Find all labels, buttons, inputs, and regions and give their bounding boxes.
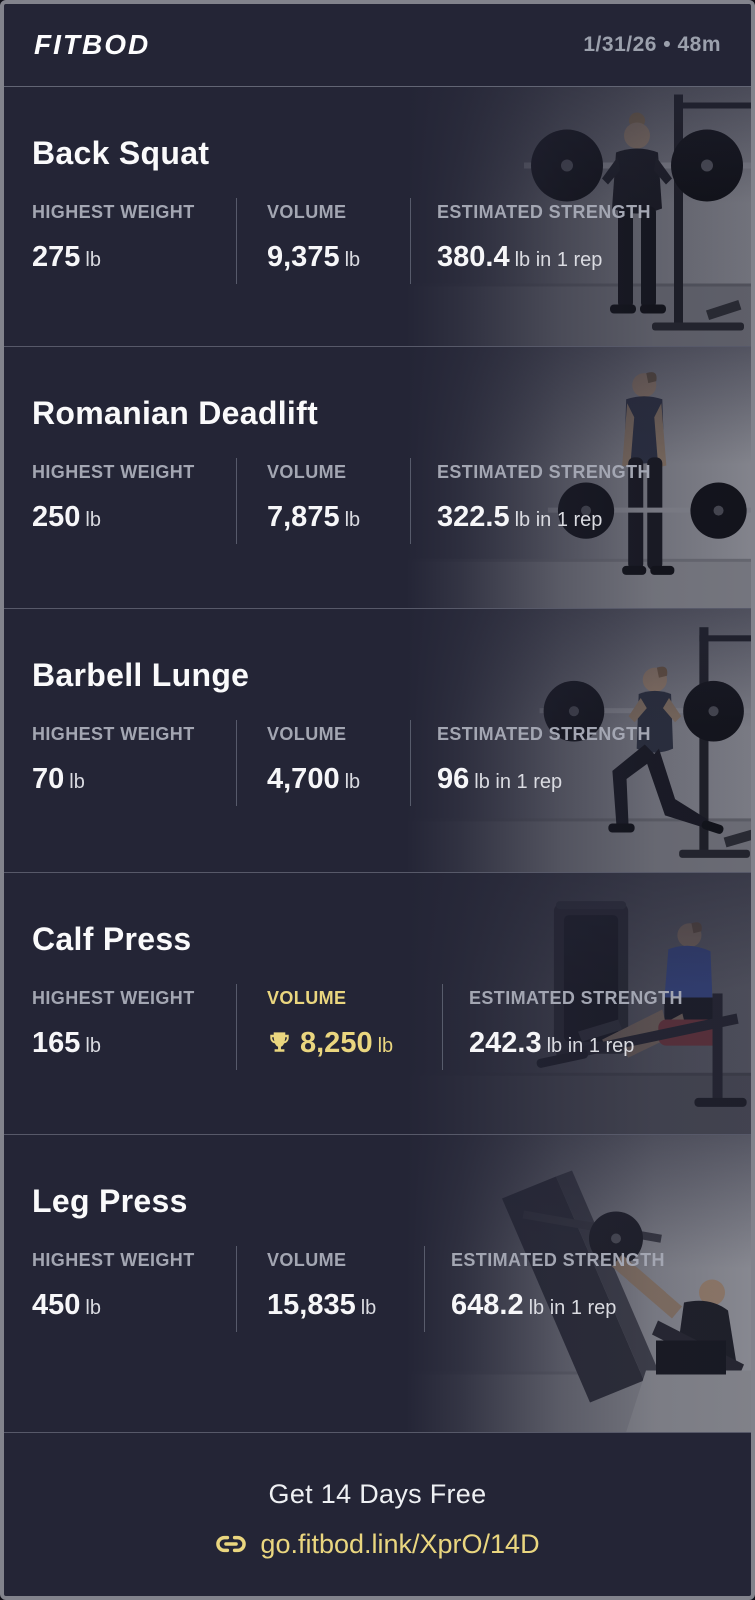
stat-estimated-strength: ESTIMATED STRENGTH 648.2 lb in 1 rep — [424, 1246, 723, 1332]
exercise-card-calf-press: Calf Press HIGHEST WEIGHT 165 lb VOLUME 8… — [4, 873, 751, 1135]
stat-estimated-strength: ESTIMATED STRENGTH 96 lb in 1 rep — [410, 720, 723, 806]
stat-estimated-strength: ESTIMATED STRENGTH 380.4 lb in 1 rep — [410, 198, 723, 284]
stat-highest-weight: HIGHEST WEIGHT 275 lb — [32, 202, 195, 273]
exercise-title: Barbell Lunge — [32, 657, 250, 693]
stats-row: HIGHEST WEIGHT 70 lb VOLUME 4,700 lb ESTIM… — [32, 720, 723, 806]
stat-volume: VOLUME 4,700 lb — [236, 720, 410, 806]
exercise-title: Leg Press — [32, 1183, 188, 1219]
barbell-lunge-photo — [406, 609, 751, 872]
stat-volume: VOLUME 9,375 lb — [236, 198, 410, 284]
leg-press-photo — [406, 1135, 751, 1432]
stat-highest-weight: HIGHEST WEIGHT 70 lb — [32, 724, 195, 795]
stats-row: HIGHEST WEIGHT 450 lb VOLUME 15,835 lb EST… — [32, 1246, 723, 1332]
stat-volume-record: VOLUME 8,250 lb — [236, 984, 442, 1070]
stat-highest-weight: HIGHEST WEIGHT 165 lb — [32, 988, 195, 1059]
stats-row: HIGHEST WEIGHT 250 lb VOLUME 7,875 lb ESTI… — [32, 458, 723, 544]
exercise-card-leg-press: Leg Press HIGHEST WEIGHT 450 lb VOLUME 15… — [4, 1135, 751, 1433]
stat-volume: VOLUME 15,835 lb — [236, 1246, 424, 1332]
referral-link-text: go.fitbod.link/XprO/14D — [260, 1528, 540, 1559]
stat-estimated-strength: ESTIMATED STRENGTH 242.3 lb in 1 rep — [442, 984, 723, 1070]
fitbod-logo: FITBOD — [34, 29, 151, 60]
exercise-title: Calf Press — [32, 921, 192, 957]
stat-volume: VOLUME 7,875 lb — [236, 458, 410, 544]
referral-link[interactable]: go.fitbod.link/XprO/14D — [215, 1528, 540, 1560]
stat-highest-weight: HIGHEST WEIGHT 450 lb — [32, 1250, 195, 1321]
exercise-card-back-squat: Back Squat HIGHEST WEIGHT 275 lb VOLUME 9… — [4, 87, 751, 347]
calf-press-photo — [406, 873, 751, 1134]
exercise-title: Back Squat — [32, 135, 210, 171]
stat-highest-weight: HIGHEST WEIGHT 250 lb — [32, 462, 195, 533]
footer: Get 14 Days Free go.fitbod.link/XprO/14D — [4, 1433, 751, 1565]
header: FITBOD 1/31/26 • 48m — [4, 4, 751, 87]
back-squat-photo — [406, 87, 751, 346]
stat-estimated-strength: ESTIMATED STRENGTH 322.5 lb in 1 rep — [410, 458, 723, 544]
trophy-icon — [267, 1030, 292, 1060]
exercise-card-romanian-deadlift: Romanian Deadlift HIGHEST WEIGHT 250 lb V… — [4, 347, 751, 609]
stats-row: HIGHEST WEIGHT 275 lb VOLUME 9,375 lb ESTI… — [32, 198, 723, 284]
cta-text: Get 14 Days Free — [268, 1479, 487, 1509]
exercise-title: Romanian Deadlift — [32, 395, 319, 431]
link-icon — [215, 1528, 247, 1560]
stats-row: HIGHEST WEIGHT 165 lb VOLUME 8,250 lb ESTI… — [32, 984, 723, 1070]
workout-date-duration: 1/31/26 • 48m — [583, 33, 721, 56]
exercise-card-barbell-lunge: Barbell Lunge HIGHEST WEIGHT 70 lb VOLUME… — [4, 609, 751, 873]
romanian-deadlift-photo — [406, 347, 751, 608]
